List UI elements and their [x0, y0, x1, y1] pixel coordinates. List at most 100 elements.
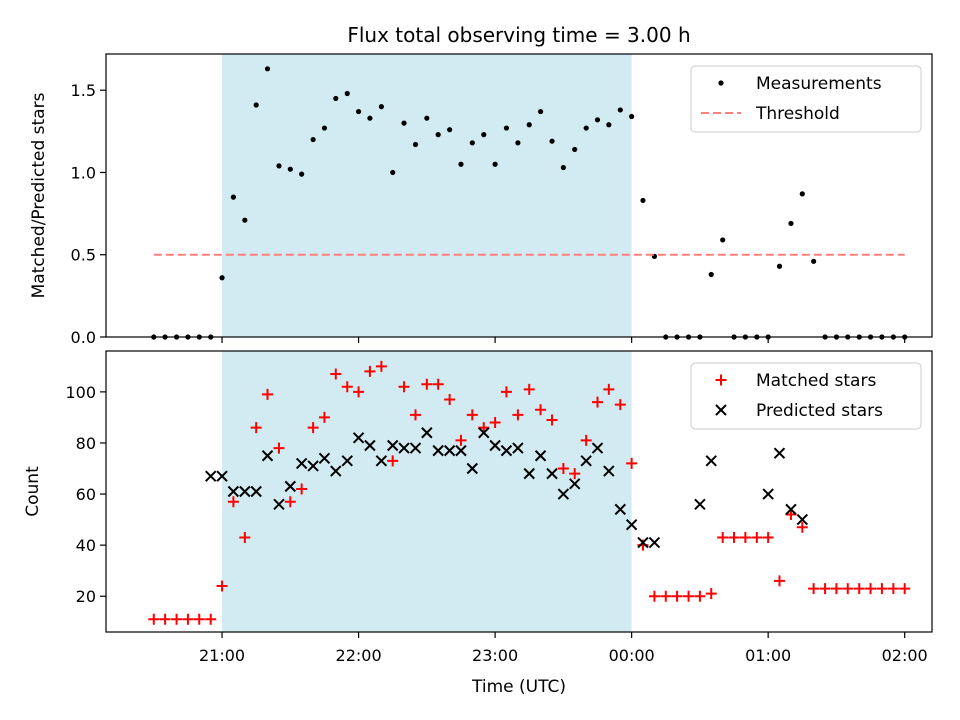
matched-star-point [239, 531, 251, 543]
predicted-star-point [500, 444, 513, 457]
predicted-star-point [330, 465, 342, 477]
matched-star-point [444, 394, 456, 406]
matched-star-point [182, 613, 194, 625]
predicted-star-point [466, 462, 479, 475]
predicted-star-point [364, 439, 376, 452]
legend-matched-swatch [715, 374, 727, 386]
measurement-point [492, 161, 498, 167]
predicted-star-point [387, 439, 399, 452]
matched-star-point [876, 583, 888, 595]
x-tick-label: 02:00 [882, 646, 928, 665]
matched-star-point [899, 583, 911, 595]
matched-star-point [455, 434, 467, 446]
predicted-star-point [705, 455, 717, 467]
matched-star-point [432, 378, 444, 390]
matched-star-point [557, 463, 569, 475]
predicted-star-point [694, 498, 706, 510]
matched-star-point [387, 455, 399, 467]
predicted-star-point [534, 450, 547, 462]
count-panel-y-label: Count [23, 466, 43, 517]
measurement-point [242, 217, 248, 223]
measurement-point [276, 163, 282, 169]
y-tick-label: 0.0 [71, 328, 96, 347]
predicted-star-point [421, 427, 433, 439]
predicted-star-point [318, 452, 331, 464]
predicted-star-point [762, 488, 774, 500]
measurement-point [378, 104, 384, 110]
measurement-point [367, 115, 373, 121]
matched-star-point [421, 378, 433, 390]
measurement-point [424, 115, 430, 121]
predicted-star-point [637, 536, 649, 549]
measurement-point [594, 117, 601, 123]
count-panel-x-ticks: 21:00 22:00 23:00 00:00 01:00 02:00 [199, 632, 928, 665]
predicted-star-point [478, 427, 490, 439]
predicted-star-point [568, 478, 581, 490]
measurement-point [788, 220, 794, 227]
predicted-star-point [614, 503, 627, 516]
matched-star-point [364, 365, 376, 377]
matched-star-point [887, 583, 899, 595]
matched-star-point [603, 383, 615, 395]
matched-star-point [808, 583, 820, 595]
predicted-star-point [227, 485, 240, 498]
matched-star-point [159, 613, 171, 625]
predicted-star-point [409, 442, 422, 454]
matched-star-point [546, 414, 558, 426]
matched-star-point [626, 457, 638, 469]
matched-star-point [660, 590, 672, 602]
matched-star-point [796, 521, 808, 533]
chart-title: Flux total observing time = 3.00 h [347, 23, 690, 47]
measurement-point [321, 125, 328, 131]
measurement-point [776, 263, 783, 269]
x-tick-label: 01:00 [745, 646, 791, 665]
predicted-star-point [489, 439, 501, 452]
matched-star-point [500, 386, 512, 398]
matched-star-point [489, 417, 501, 429]
matched-star-point [853, 583, 865, 595]
count-panel-legend: Matched stars Predicted stars [690, 362, 922, 430]
matched-star-point [739, 531, 751, 543]
measurement-point [264, 66, 271, 72]
matched-star-point [193, 613, 205, 625]
measurement-point [447, 127, 453, 133]
measurement-point [230, 194, 236, 200]
predicted-star-point [398, 442, 410, 454]
measurement-point [560, 164, 566, 171]
ratio-panel: 0.0 0.5 1.0 1.5 Matched/Predicted stars Mea… [29, 53, 933, 347]
predicted-star-point [580, 455, 592, 467]
x-tick-label: 22:00 [336, 646, 382, 665]
predicted-star-point [273, 498, 285, 510]
matched-star-point [865, 583, 877, 595]
predicted-star-point [512, 442, 524, 454]
matched-star-point [296, 483, 308, 495]
measurement-point [344, 90, 350, 97]
matched-star-point [751, 531, 763, 543]
matched-star-point [227, 496, 239, 508]
matched-star-point [830, 583, 842, 595]
matched-star-point [478, 422, 490, 434]
legend-label: Measurements [756, 74, 882, 94]
predicted-star-point [239, 485, 251, 498]
observing-window-shade [222, 54, 632, 337]
measurement-point [333, 95, 339, 102]
measurement-point [355, 108, 362, 115]
predicted-star-point [216, 470, 228, 482]
measurement-point [390, 169, 396, 176]
predicted-star-point [455, 444, 467, 457]
legend-predicted-swatch [715, 404, 727, 416]
measurement-point [537, 108, 544, 115]
measurement-point [583, 125, 589, 131]
matched-star-point [773, 575, 785, 587]
observing-window-shade [222, 351, 632, 632]
matched-star-point [671, 590, 683, 602]
x-axis-label: Time (UTC) [471, 677, 566, 697]
predicted-star-point [250, 485, 262, 498]
y-tick-label: 80 [76, 434, 96, 453]
matched-star-point [341, 381, 353, 393]
matched-star-point [250, 422, 262, 434]
ratio-panel-marks [151, 66, 908, 340]
predicted-star-point [443, 444, 456, 457]
measurement-point [481, 132, 487, 138]
count-panel-marks [148, 360, 911, 625]
